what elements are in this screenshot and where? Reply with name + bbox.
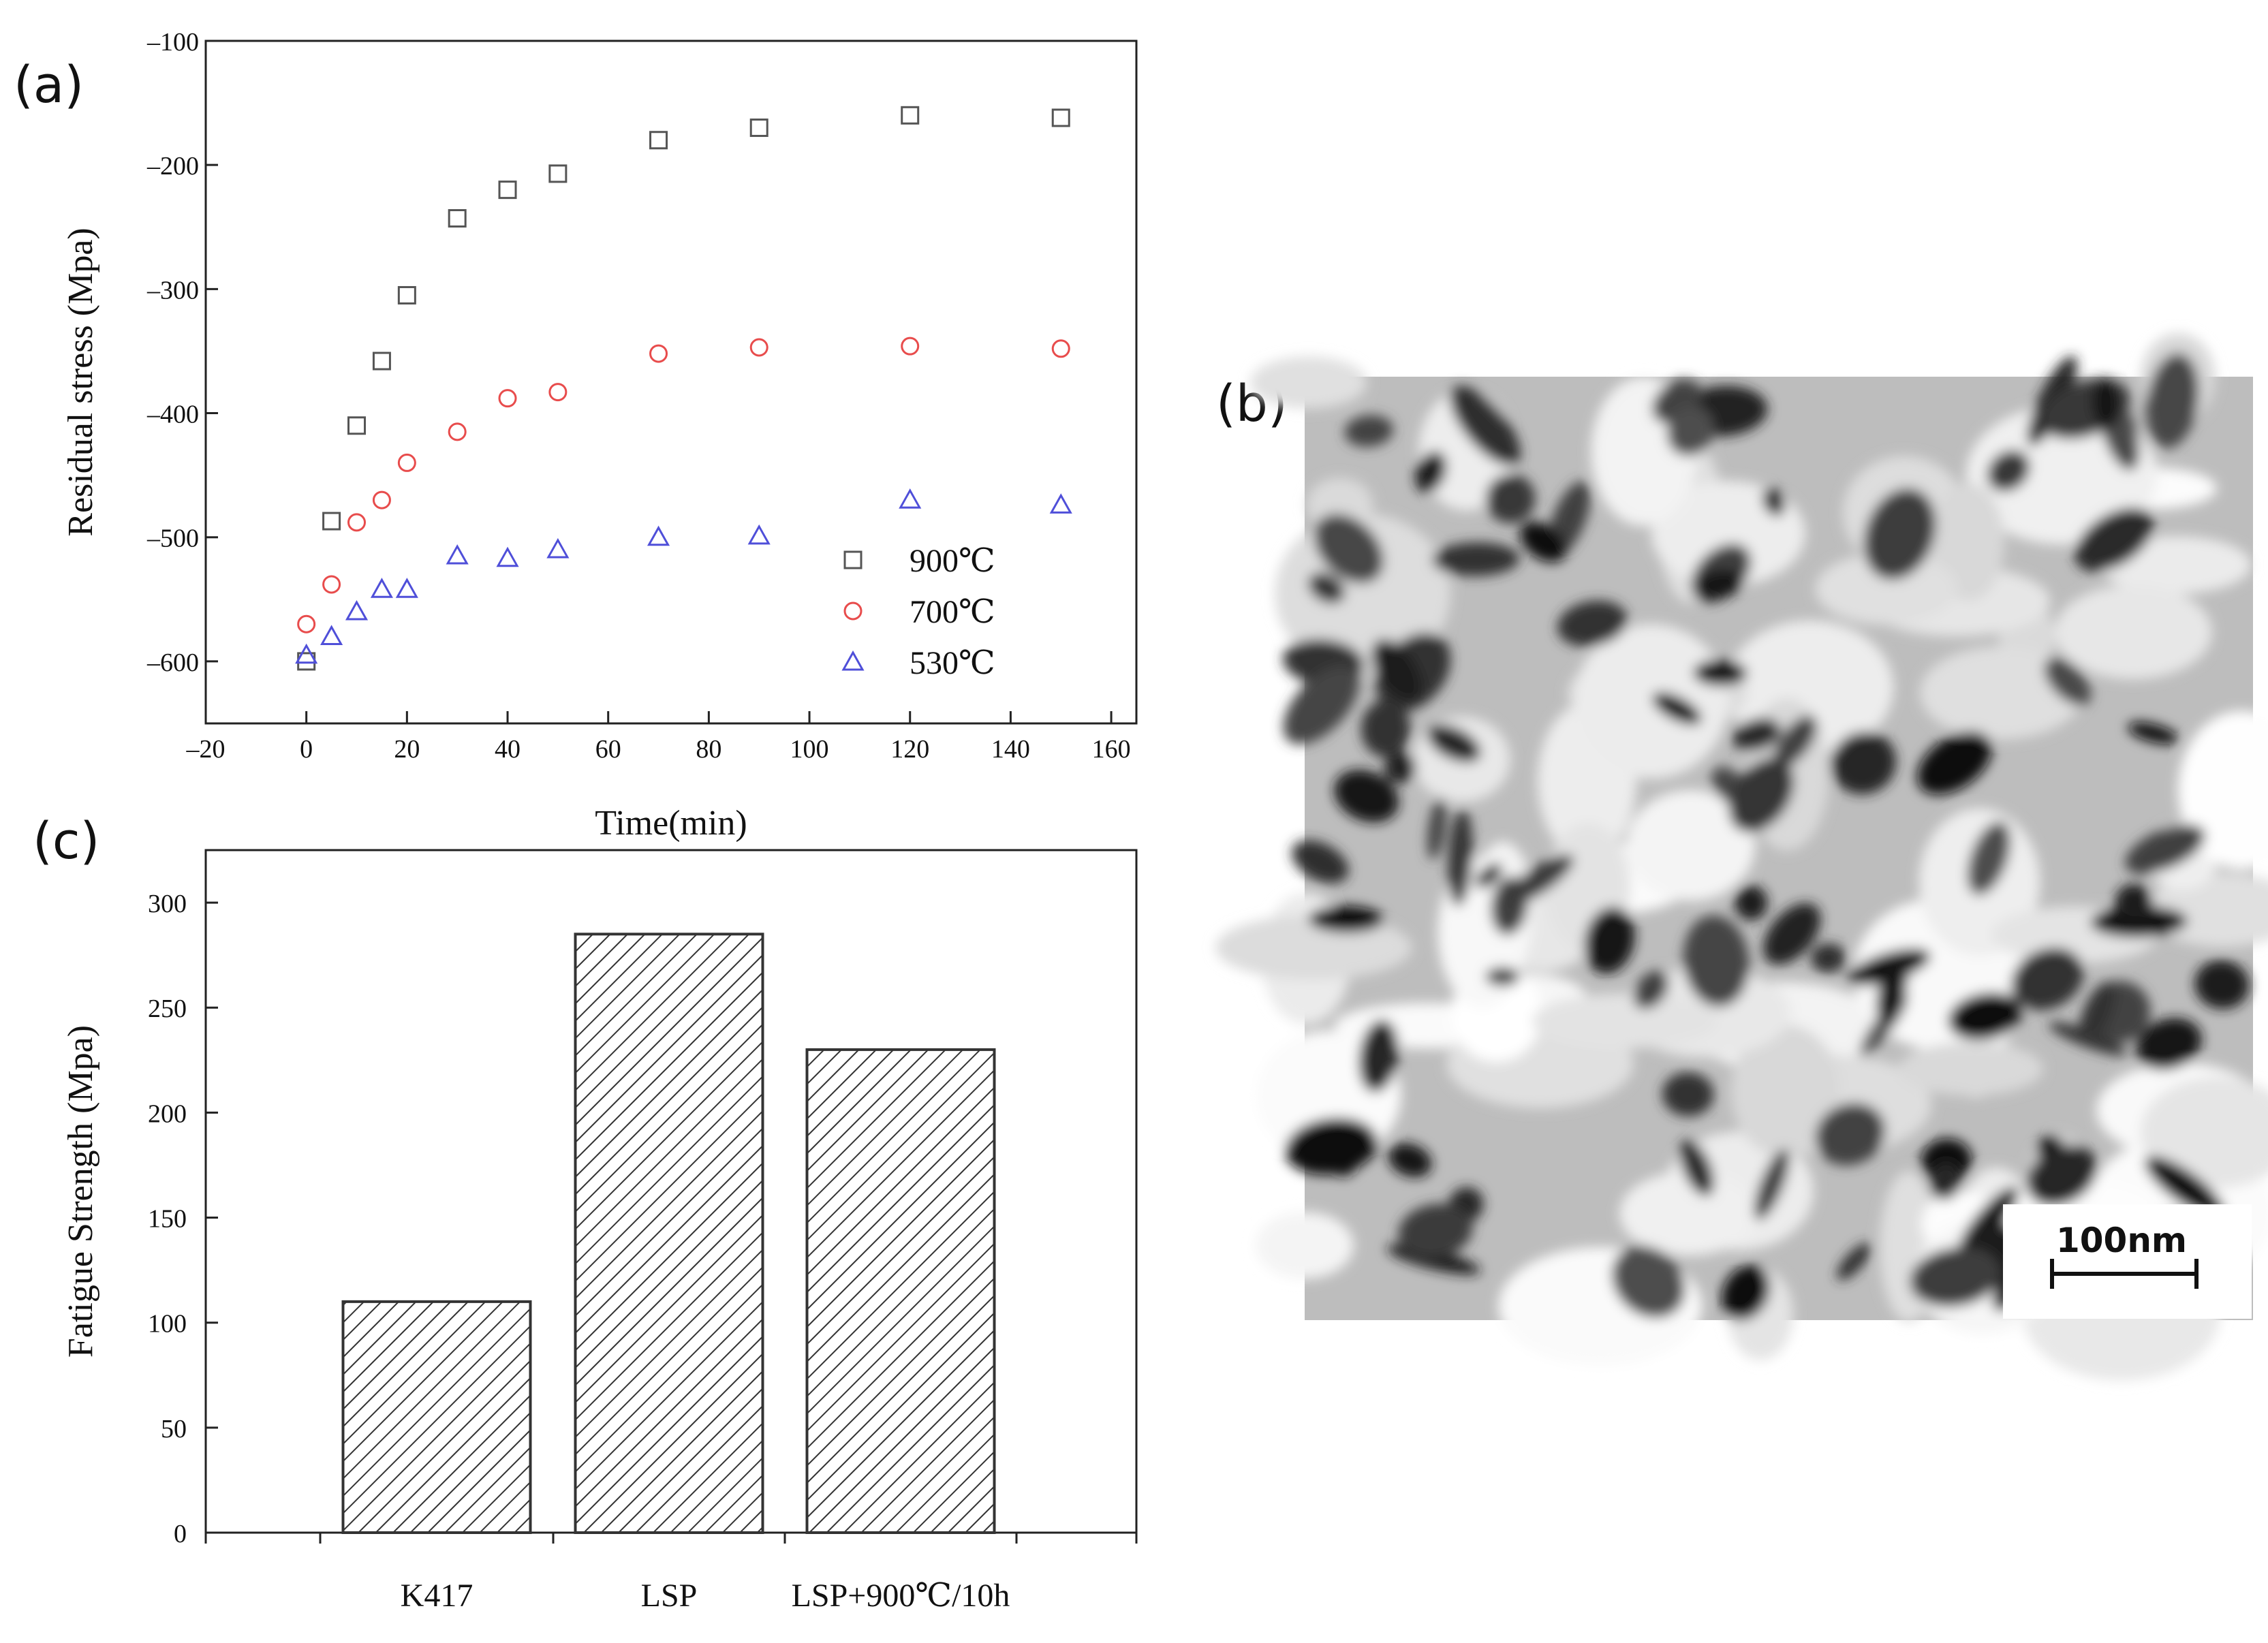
x-tick-label-a: 0 [300,735,313,764]
x-tick-label-c: K417 [401,1578,473,1614]
scale-bar-box: 100nm [2003,1204,2252,1319]
data-point-square [649,131,668,150]
data-point-square [749,119,768,138]
y-tick-label-a: –200 [146,152,199,181]
bar-2 [805,1048,996,1534]
y-tick-label-a: –100 [146,28,199,57]
x-tick-label-a: 140 [991,735,1030,764]
y-tick-label-c: 250 [148,995,187,1023]
bar-0 [341,1300,532,1535]
data-point-circle [901,337,920,356]
legend-marker-square [843,550,863,569]
panel-a: (a) –100–200–300–400–500–600–20 0 20 40 60 80… [14,28,1138,843]
panel-c: (c) 0 50 100 150 200 250 300 K417 LSP LSP+900℃/10… [33,812,1138,1614]
bar-1 [574,933,764,1535]
y-tick-label-a: –400 [146,401,199,429]
data-point-triangle [496,546,519,567]
legend-label: 900℃ [910,543,995,579]
data-point-triangle [1049,493,1072,514]
data-point-circle [397,453,416,472]
data-point-triangle [446,544,469,565]
x-tick-label-a: 160 [1092,735,1131,764]
data-point-square [498,181,517,200]
data-point-circle [649,344,668,363]
data-point-circle [297,614,316,633]
data-point-triangle [370,578,393,598]
data-point-square [1051,108,1070,127]
y-tick-label-a: –300 [146,276,199,304]
y-tick-label-c: 0 [174,1520,187,1548]
y-tick-label-c: 100 [148,1310,187,1339]
data-point-circle [372,490,391,510]
chart-a: –100–200–300–400–500–600–20 0 20 40 60 80 100 1… [61,28,1138,843]
scale-bar-label: 100nm [2056,1221,2187,1260]
plot-frame-a [204,40,1138,725]
data-point-circle [322,575,341,594]
data-point-square [347,416,367,435]
chart-c: 0 50 100 150 200 250 300 K417 LSP LSP+900℃/10h Fat… [61,849,1138,1614]
legend-label: 530℃ [910,645,995,681]
data-point-circle [749,338,768,357]
x-tick-label-a: –20 [186,735,226,764]
panel-a-label: (a) [14,56,84,114]
legend-marker-circle [843,601,863,621]
y-axis-label-a: Residual stress (Mpa) [61,228,100,536]
y-tick-label-c: 50 [161,1415,187,1443]
x-tick-label-a: 20 [394,735,420,764]
y-tick-label-c: 150 [148,1205,187,1234]
x-tick-label-a: 60 [595,735,621,764]
data-point-circle [548,383,568,402]
x-tick-label-c: LSP [641,1578,698,1614]
data-point-triangle [647,525,670,546]
data-point-square [397,285,416,304]
data-point-triangle [546,537,570,559]
data-point-circle [347,513,367,532]
x-tick-label-a: 120 [890,735,929,764]
x-tick-label-a: 100 [790,735,829,764]
data-point-triangle [345,599,369,621]
y-tick-label-a: –600 [146,648,199,677]
y-tick-label-c: 300 [148,890,187,918]
data-point-circle [498,389,517,408]
legend-marker-triangle [841,650,865,671]
data-point-square [548,164,568,183]
data-point-triangle [747,524,771,545]
y-tick-label-a: –500 [146,525,199,553]
data-point-circle [1051,339,1070,358]
panel-c-label: (c) [33,812,99,871]
data-point-square [901,106,920,125]
x-tick-label-a: 80 [696,735,721,764]
y-tick-label-c: 200 [148,1099,187,1128]
data-point-triangle [395,578,418,598]
data-point-square [448,209,467,228]
x-tick-label-c: LSP+900℃/10h [792,1578,1010,1614]
data-point-triangle [899,488,922,509]
x-tick-label-a: 40 [495,735,521,764]
data-point-square [372,351,391,371]
data-point-triangle [320,625,343,645]
legend-label: 700℃ [910,594,995,630]
tem-micrograph [1215,333,2268,1381]
data-point-triangle [295,643,318,664]
y-axis-label-c: Fatigue Strength (Mpa) [61,1025,100,1358]
data-point-square [322,512,341,531]
data-point-circle [448,422,467,441]
x-axis-label-a: Time(min) [595,804,747,843]
panel-b: (b) 100nm [1215,333,2268,1381]
